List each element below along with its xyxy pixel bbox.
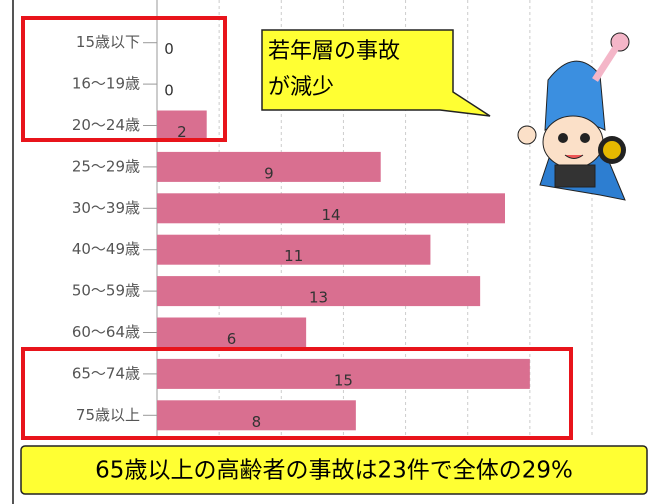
footer-text: 65歳以上の高齢者の事故は23件で全体の29% (95, 458, 573, 484)
value-label: 14 (321, 206, 340, 224)
y-tick-label: 20～24歳 (72, 116, 140, 134)
mascot (517, 32, 630, 201)
bar (157, 358, 530, 389)
value-label: 13 (309, 289, 328, 307)
bar (157, 400, 356, 431)
value-label: 11 (284, 247, 303, 265)
bar (157, 193, 505, 224)
footer-box (20, 445, 648, 495)
bubble-text: が減少 (268, 75, 334, 100)
value-label: 0 (164, 40, 174, 58)
value-label: 2 (177, 123, 187, 141)
y-tick-label: 60～64歳 (72, 323, 140, 341)
plot: 15歳以下 0 16～19歳 0 20～24歳 2 25～29歳 9 30～39歳 14 40～49… (72, 0, 593, 436)
value-label: 15 (334, 371, 353, 389)
value-label: 6 (227, 330, 237, 348)
bar (157, 317, 307, 348)
bubble-text: 若年層の事故 (268, 39, 400, 64)
bar (157, 151, 381, 182)
y-tick-label: 40～49歳 (72, 240, 140, 258)
y-tick-label: 15歳以下 (76, 33, 140, 51)
y-tick-label: 75歳以上 (76, 406, 140, 424)
speech-bubble (261, 29, 491, 117)
value-label: 0 (164, 82, 174, 100)
highlight-old (21, 347, 573, 440)
y-tick-label: 30～39歳 (72, 199, 140, 217)
highlight-young (21, 16, 227, 142)
value-label: 9 (264, 164, 274, 182)
value-label: 8 (252, 413, 262, 431)
y-tick-label: 65～74歳 (72, 364, 140, 382)
bar (157, 110, 207, 141)
y-tick-label: 50～59歳 (72, 282, 140, 300)
bar (157, 276, 481, 307)
y-tick-label: 25～29歳 (72, 157, 140, 175)
bar (157, 234, 431, 265)
y-tick-label: 16～19歳 (72, 75, 140, 93)
